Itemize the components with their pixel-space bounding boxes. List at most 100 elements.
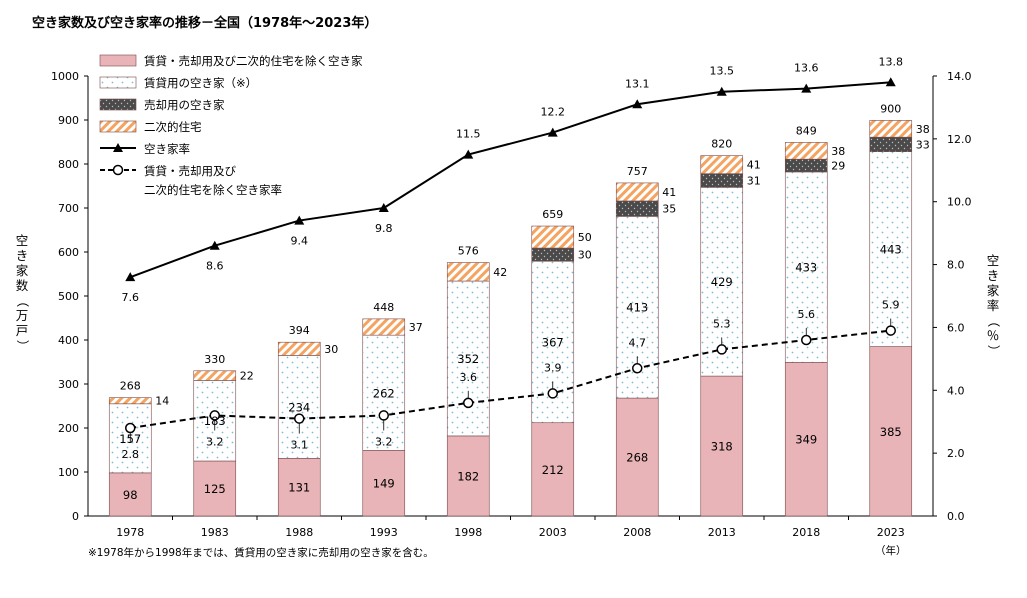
bar-data-label: 413 [626, 301, 648, 315]
vacancy-rate-label: 8.6 [206, 260, 224, 273]
bar-segment-secondary [193, 370, 237, 381]
bar-segment-other [193, 460, 237, 517]
bar-data-label: 234 [288, 400, 310, 414]
bar-data-label: 41 [662, 186, 676, 199]
bar-data-label: 131 [288, 481, 310, 495]
svg-text:（: （ [15, 295, 30, 308]
other-vacancy-rate-label: 2.8 [122, 448, 140, 461]
bar-segment-other [108, 472, 152, 517]
bar-data-label: 50 [578, 231, 592, 244]
other-vacancy-rate-label: 3.2 [206, 435, 224, 448]
bar-data-label: 30 [324, 343, 338, 356]
other-vacancy-rate-label: 5.3 [713, 317, 731, 330]
bar-segment-secondary [277, 341, 321, 356]
svg-text:空: 空 [987, 253, 1000, 268]
bar-data-label: 125 [204, 482, 226, 496]
vacancy-rate-point [125, 272, 136, 282]
chart-title: 空き家数及び空き家率の推移－全国（1978年～2023年） [32, 15, 377, 31]
right-tick-label: 12.0 [947, 133, 972, 146]
y-axis-title-left: 空き家数 （万戸 ） [15, 233, 30, 352]
left-tick-label: 0 [72, 510, 79, 523]
legend-label: 二次的住宅 [144, 120, 202, 134]
x-tick-label: 1978 [116, 526, 144, 539]
footnote: ※1978年から1998年までは、賃貸用の空き家に売却用の空き家を含む。 [88, 546, 434, 559]
bar-segment-secondary [362, 318, 406, 336]
bar-data-label: 262 [373, 386, 395, 400]
svg-text:％: ％ [987, 328, 1000, 343]
bar-data-label: 367 [542, 335, 564, 349]
left-tick-label: 700 [58, 202, 79, 215]
bar-data-label: 443 [880, 243, 902, 257]
right-tick-label: 6.0 [947, 321, 965, 334]
left-tick-label: 600 [58, 246, 79, 259]
bar-segment-rental [446, 280, 490, 437]
bar-data-label: 98 [123, 488, 138, 502]
vacancy-rate-point [378, 203, 389, 212]
bar-segment-rental [869, 151, 913, 347]
bar-segment-secondary [531, 225, 575, 249]
legend-label: 賃貸・売却用及び [144, 164, 236, 178]
bar-data-label: 29 [831, 160, 845, 173]
other-vacancy-rate-point [463, 397, 474, 409]
bar-segment-secondary [446, 262, 490, 282]
other-vacancy-rate-label: 4.7 [629, 336, 647, 349]
bar-data-label: 33 [916, 138, 930, 151]
bar-total-label: 659 [542, 208, 563, 221]
svg-text:数: 数 [16, 278, 29, 293]
bar-data-label: 31 [747, 175, 761, 188]
vacancy-rate-point [632, 99, 643, 109]
legend-label: 売却用の空き家 [144, 98, 225, 112]
x-tick-label: 1983 [201, 526, 229, 539]
other-vacancy-rate-line [130, 329, 891, 429]
other-vacancy-rate-label: 3.1 [291, 439, 309, 452]
bar-segment-sale [531, 247, 575, 262]
vacancy-rate-label: 13.6 [794, 62, 819, 75]
legend-swatch [99, 120, 137, 133]
bar-segment-rental [277, 355, 321, 459]
left-tick-label: 400 [58, 334, 79, 347]
bar-segment-secondary [108, 397, 152, 405]
left-tick-label: 800 [58, 158, 79, 171]
bar-total-label: 757 [627, 165, 648, 178]
bar-total-label: 820 [711, 138, 732, 151]
other-vacancy-rate-point [209, 410, 220, 421]
bar-segment-rental [362, 334, 406, 451]
vacancy-rate-label: 7.6 [122, 291, 140, 304]
vacancy-rate-label: 13.8 [879, 55, 904, 68]
svg-text:）: ） [15, 340, 30, 353]
bar-segment-other [615, 397, 659, 517]
bar-segment-secondary [615, 182, 659, 202]
svg-text:（: （ [986, 315, 1001, 328]
other-vacancy-rate-label: 5.9 [882, 299, 900, 312]
vacancy-rate-label: 9.8 [375, 222, 393, 235]
bar-segment-secondary [869, 120, 913, 138]
vacancy-rate-label: 9.4 [291, 235, 309, 248]
other-vacancy-rate-point [885, 325, 896, 336]
vacancy-rate-point [801, 83, 812, 93]
right-tick-label: 8.0 [947, 259, 965, 272]
right-tick-label: 2.0 [947, 447, 965, 460]
bar-data-label: 149 [373, 477, 395, 491]
right-tick-label: 0.0 [947, 510, 965, 523]
bar-segment-sale [784, 158, 828, 173]
bar-data-label: 433 [795, 261, 817, 275]
legend-label: 賃貸・売却用及び二次的住宅を除く空き家 [144, 54, 363, 68]
bar-data-label: 38 [831, 145, 845, 158]
bar-data-label: 212 [542, 463, 564, 477]
other-vacancy-rate-label: 3.9 [544, 361, 562, 374]
bar-segment-other [362, 450, 406, 517]
legend-swatch [99, 54, 137, 67]
bar-segment-sale [700, 173, 744, 188]
vacancy-rate-label: 12.2 [541, 106, 566, 119]
other-vacancy-rate-label: 3.2 [375, 435, 393, 448]
vacancy-rate-point [716, 86, 727, 96]
other-vacancy-rate-label: 5.6 [798, 308, 816, 321]
vacancy-rate-point [294, 215, 305, 225]
bar-segment-secondary [700, 155, 744, 174]
bar-segment-other [784, 362, 828, 517]
bar-total-label: 394 [289, 324, 310, 337]
vacancy-rate-point [547, 127, 558, 137]
bar-data-label: 22 [240, 370, 254, 383]
bar-total-label: 330 [204, 353, 225, 366]
legend-label: 二次的住宅を除く空き家率 [144, 183, 282, 197]
